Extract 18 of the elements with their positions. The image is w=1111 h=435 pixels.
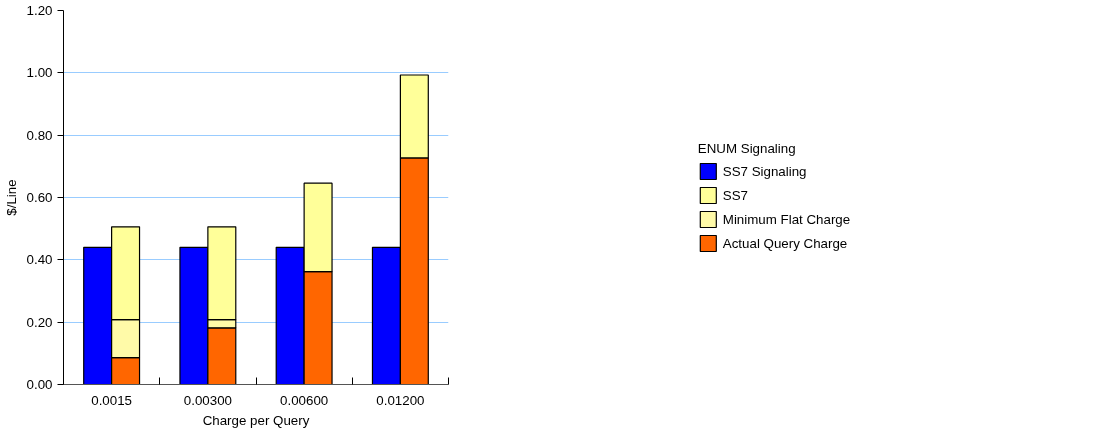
y-axis-title: $/Line <box>3 179 19 216</box>
x-axis-title: Charge per Query <box>202 412 310 428</box>
x-tick-label: 0.00300 <box>183 392 232 408</box>
y-tick-label: 0.80 <box>26 127 53 143</box>
legend-label: SS7 <box>722 187 748 203</box>
y-tick-label: 0.20 <box>26 314 53 330</box>
legend-title: ENUM Signaling <box>697 141 797 156</box>
x-tick-label: 0.0015 <box>91 392 133 408</box>
y-tick-label: 1.00 <box>26 65 53 81</box>
legend-label: SS7 Signaling <box>722 163 807 179</box>
x-tick-label: 0.00600 <box>280 392 329 408</box>
y-tick-label: 0.60 <box>26 190 53 205</box>
legend-label: Minimum Flat Charge <box>722 211 851 227</box>
y-tick-label: 1.20 <box>26 3 53 18</box>
x-tick-label: 0.01200 <box>376 392 425 408</box>
y-tick-label: 0.00 <box>26 377 53 392</box>
y-tick-label: 0.40 <box>26 252 53 268</box>
legend-label: Actual Query Charge <box>722 235 848 251</box>
